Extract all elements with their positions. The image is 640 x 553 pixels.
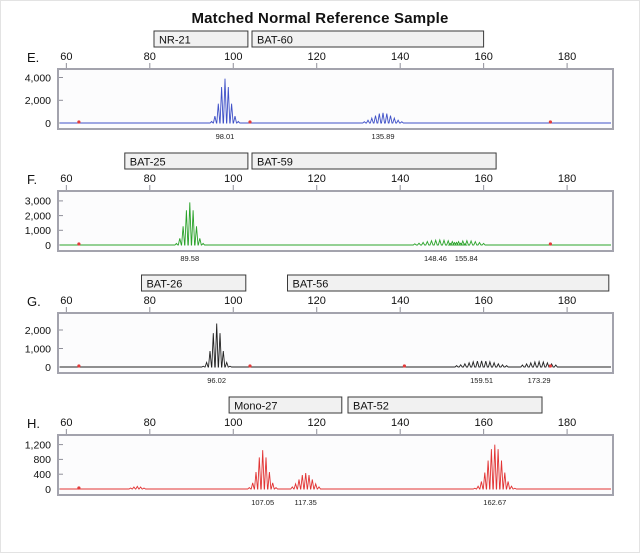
x-tick-label: 160 <box>474 51 492 63</box>
trace-path <box>60 444 611 490</box>
y-tick-label: 2,000 <box>25 95 51 107</box>
y-tick-label: 2,000 <box>25 325 51 337</box>
x-tick-label: 140 <box>391 51 409 63</box>
panel-g-chart: G. BAT-26 BAT-56 60 80 100 120 140 160 180 0 1,000 2… <box>25 274 614 385</box>
x-tick-label: 160 <box>474 295 492 307</box>
figure-title: Matched Normal Reference Sample <box>191 10 449 27</box>
x-tick-label: 60 <box>60 295 72 307</box>
trace-path <box>60 78 611 124</box>
trace-path <box>60 202 611 246</box>
plot-area <box>57 68 614 130</box>
size-standard-mark <box>248 120 252 124</box>
marker-range-box <box>287 274 610 292</box>
peak-size-label: 89.58 <box>180 254 199 263</box>
panel-letter: H. <box>27 416 40 431</box>
x-tick-label: 120 <box>308 173 326 185</box>
x-tick-label: 120 <box>308 51 326 63</box>
plot-area <box>57 312 614 374</box>
x-tick-label: 140 <box>391 417 409 429</box>
x-tick-label: 160 <box>474 417 492 429</box>
size-standard-mark <box>77 486 81 490</box>
x-tick-label: 100 <box>224 417 242 429</box>
x-tick-label: 140 <box>391 295 409 307</box>
panel-h-chart: H. Mono-27 BAT-52 60 80 100 120 140 160 180 0 400 80… <box>25 396 614 507</box>
marker-range-box <box>153 30 249 48</box>
marker-range-box <box>251 30 485 48</box>
marker-range-box <box>347 396 543 414</box>
marker-label: BAT-60 <box>257 35 293 47</box>
peak-size-label: 173.29 <box>528 376 551 385</box>
x-tick-label: 140 <box>391 173 409 185</box>
panel-letter: F. <box>27 172 37 187</box>
x-tick-label: 60 <box>60 51 72 63</box>
x-tick-label: 120 <box>308 295 326 307</box>
peak-size-label: 159.51 <box>470 376 493 385</box>
marker-label: Mono-27 <box>234 401 277 413</box>
x-tick-label: 100 <box>224 173 242 185</box>
y-tick-label: 800 <box>33 454 51 466</box>
marker-label: BAT-59 <box>257 157 293 169</box>
x-tick-label: 80 <box>144 51 156 63</box>
marker-range-box <box>124 152 249 170</box>
x-tick-label: 100 <box>224 295 242 307</box>
y-tick-label: 1,200 <box>25 439 51 451</box>
marker-label: BAT-25 <box>130 157 166 169</box>
x-tick-label: 160 <box>474 173 492 185</box>
peak-size-label: 148.46 <box>424 254 447 263</box>
x-tick-label: 100 <box>224 51 242 63</box>
x-tick-label: 180 <box>558 173 576 185</box>
size-standard-mark <box>548 364 553 368</box>
plot-area <box>57 434 614 496</box>
panel-letter: E. <box>27 50 39 65</box>
plot-area <box>57 190 614 252</box>
marker-range-box <box>228 396 343 414</box>
y-tick-label: 0 <box>45 362 51 374</box>
size-standard-mark <box>548 242 553 246</box>
marker-range-box <box>141 274 247 292</box>
marker-label: NR-21 <box>159 35 191 47</box>
y-tick-label: 3,000 <box>25 196 51 208</box>
size-standard-mark <box>77 364 81 368</box>
peak-size-label: 117.35 <box>294 498 316 507</box>
marker-range-box <box>251 152 497 170</box>
marker-label: BAT-56 <box>293 279 329 291</box>
panel-letter: G. <box>27 294 41 309</box>
y-tick-label: 1,000 <box>25 225 51 237</box>
marker-label: BAT-52 <box>353 401 389 413</box>
size-standard-mark <box>402 364 406 368</box>
x-tick-label: 120 <box>308 417 326 429</box>
x-tick-label: 60 <box>60 417 72 429</box>
x-tick-label: 180 <box>558 51 576 63</box>
panels-container: E. NR-21 BAT-60 60 80 100 120 140 160 180 0 2,000 4,… <box>1 29 639 517</box>
peak-size-label: 98.01 <box>216 132 235 141</box>
y-tick-label: 0 <box>45 118 51 130</box>
x-tick-label: 180 <box>558 417 576 429</box>
y-tick-label: 2,000 <box>25 210 51 222</box>
x-tick-label: 80 <box>144 417 156 429</box>
y-tick-label: 4,000 <box>25 72 51 84</box>
size-standard-mark <box>248 364 252 368</box>
trace-path <box>60 323 611 368</box>
x-tick-label: 60 <box>60 173 72 185</box>
y-tick-label: 0 <box>45 240 51 252</box>
x-tick-label: 80 <box>144 295 156 307</box>
peak-size-label: 162.67 <box>483 498 506 507</box>
size-standard-mark <box>548 120 553 124</box>
peak-size-label: 107.05 <box>251 498 274 507</box>
x-tick-label: 180 <box>558 295 576 307</box>
marker-label: BAT-26 <box>146 279 182 291</box>
size-standard-mark <box>77 120 81 124</box>
peak-size-label: 96.02 <box>207 376 226 385</box>
y-tick-label: 400 <box>33 469 51 481</box>
panel-f-chart: F. BAT-25 BAT-59 60 80 100 120 140 160 180 0 1,000 2… <box>25 152 614 263</box>
size-standard-mark <box>77 242 81 246</box>
panel-e-chart: E. NR-21 BAT-60 60 80 100 120 140 160 180 0 2,000 4,… <box>25 30 614 141</box>
y-tick-label: 0 <box>45 484 51 496</box>
y-tick-label: 1,000 <box>25 343 51 355</box>
x-tick-label: 80 <box>144 173 156 185</box>
peak-size-label: 135.89 <box>372 132 395 141</box>
peak-size-label: 155.84 <box>455 254 478 263</box>
